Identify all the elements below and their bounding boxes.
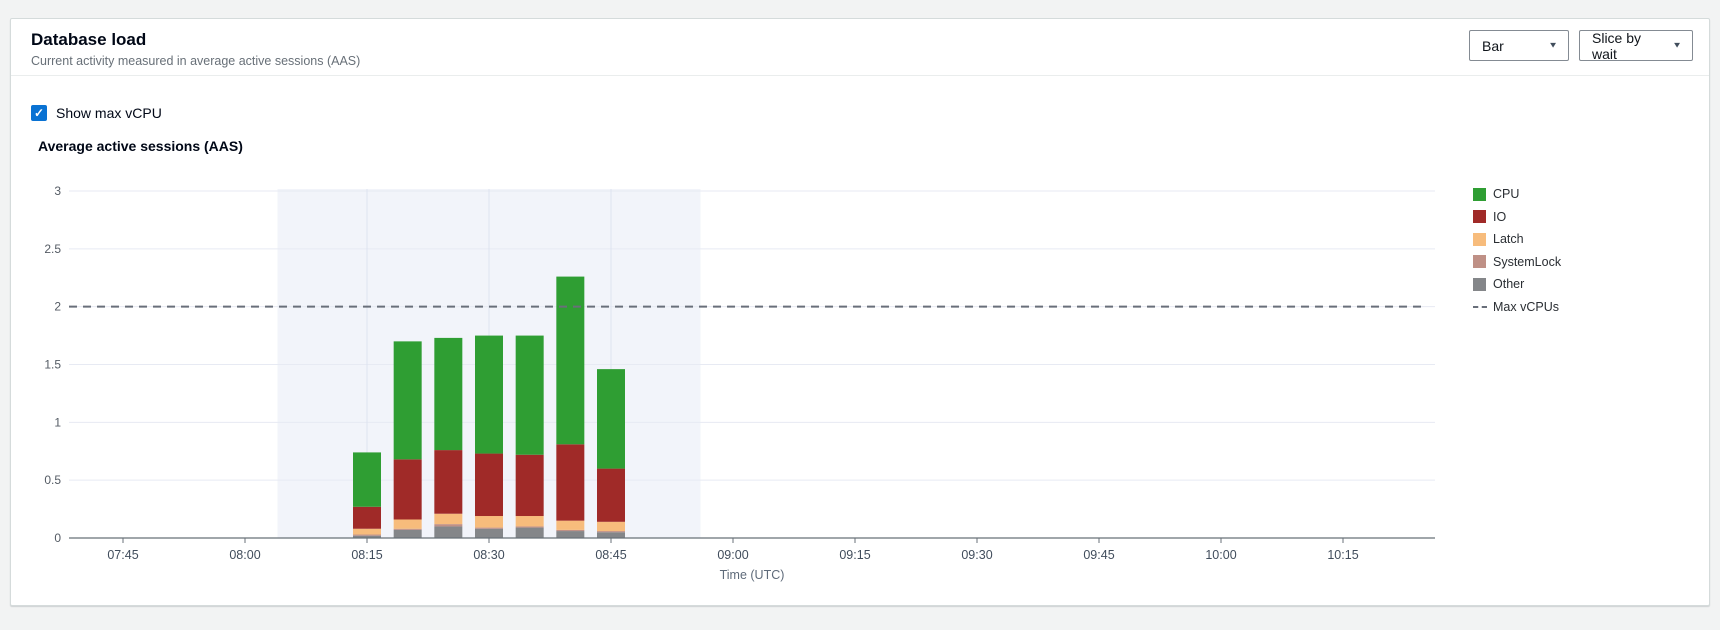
y-tick-label: 0	[54, 531, 61, 545]
legend-item-max-vcpus-label: Max vCPUs	[1493, 299, 1559, 314]
panel-title: Database load	[31, 30, 147, 49]
bar-segment-latch-08:15[interactable]	[353, 528, 381, 535]
y-tick-label: 2	[54, 300, 61, 314]
legend-swatch-icon	[1473, 277, 1486, 291]
dashed-line-icon	[1473, 305, 1487, 308]
aas-stacked-bar-chart: 0 0.5 1 1.5 2 2.5 3 07:45 08:00 08:15 08:30 08:45 09…	[44, 184, 1435, 582]
bar-segment-other-08:30[interactable]	[475, 528, 503, 538]
x-tick-label: 08:00	[229, 548, 260, 562]
bar-segment-cpu-08:45[interactable]	[597, 369, 625, 469]
y-tick-label: 2.5	[44, 242, 61, 256]
legend-item-latch: Latch	[1473, 232, 1561, 246]
bar-segment-other-08:35[interactable]	[515, 527, 544, 538]
bar-segment-latch-08:35[interactable]	[515, 516, 544, 527]
x-tick-label: 08:30	[473, 548, 504, 562]
x-tick-label: 10:15	[1327, 548, 1358, 562]
x-tick-label: 08:45	[595, 548, 626, 562]
legend-item-other: Other	[1473, 277, 1561, 291]
chevron-down-icon: ▼	[1672, 41, 1682, 50]
y-tick-label: 3	[54, 184, 61, 198]
bar-segment-cpu-08:25[interactable]	[434, 337, 463, 451]
chart-type-value: Bar	[1482, 37, 1504, 54]
show-max-vcpu-label: Show max vCPU	[56, 105, 162, 121]
x-tick-label: 08:15	[351, 548, 382, 562]
legend-item-io-label: IO	[1493, 209, 1507, 224]
chart-title: Average active sessions (AAS)	[38, 138, 243, 154]
x-tick-label: 09:15	[839, 548, 870, 562]
y-tick-label: 1	[54, 415, 61, 429]
legend-item-io: IO	[1473, 210, 1561, 224]
bar-segment-io-08:15[interactable]	[353, 506, 381, 529]
legend-item-cpu: CPU	[1473, 187, 1561, 201]
legend-item-systemlock-label: SystemLock	[1493, 254, 1562, 269]
bar-segment-systemlock-08:20[interactable]	[393, 528, 422, 530]
legend-item-latch-label: Latch	[1493, 232, 1524, 246]
legend-item-other-label: Other	[1493, 277, 1525, 291]
bar-segment-io-08:30[interactable]	[475, 453, 503, 517]
bar-segment-cpu-08:40[interactable]	[556, 276, 585, 445]
bar-segment-cpu-08:20[interactable]	[393, 341, 422, 460]
panel-header: Database load Current activity measured …	[11, 19, 1709, 76]
legend-swatch-icon	[1473, 187, 1486, 201]
bar-segment-other-08:20[interactable]	[393, 529, 422, 538]
chart-type-select[interactable]: Bar ▼	[1469, 30, 1569, 61]
header-controls: Bar ▼ Slice by wait ▼	[1469, 29, 1693, 62]
slice-by-value: Slice by wait	[1592, 29, 1642, 62]
bar-segment-latch-08:30[interactable]	[475, 516, 503, 528]
legend-item-max-vcpus: Max vCPUs	[1473, 300, 1561, 314]
bar-segment-other-08:15[interactable]	[353, 535, 381, 538]
bar-segment-io-08:25[interactable]	[434, 450, 463, 514]
bar-segment-systemlock-08:45[interactable]	[597, 531, 625, 533]
bar-segment-systemlock-08:40[interactable]	[556, 529, 585, 532]
y-tick-label: 0.5	[44, 473, 61, 487]
legend-item-systemlock: SystemLock	[1473, 255, 1561, 269]
bar-segment-latch-08:40[interactable]	[556, 520, 585, 530]
x-tick-label: 09:00	[717, 548, 748, 562]
bar-segment-latch-08:25[interactable]	[434, 513, 463, 525]
bar-segment-io-08:45[interactable]	[597, 468, 625, 522]
x-tick-label: 07:45	[107, 548, 138, 562]
chevron-down-icon: ▼	[1548, 41, 1558, 50]
legend-swatch-icon	[1473, 232, 1486, 246]
bar-segment-systemlock-08:30[interactable]	[475, 527, 503, 529]
legend-swatch-icon	[1473, 255, 1486, 268]
bar-segment-io-08:35[interactable]	[515, 454, 544, 517]
bar-segment-systemlock-08:35[interactable]	[515, 526, 544, 528]
database-load-panel: Database load Current activity measured …	[10, 18, 1710, 606]
x-tick-label: 10:00	[1205, 548, 1236, 562]
bar-segment-other-08:40[interactable]	[556, 531, 585, 538]
x-tick-label: 09:45	[1083, 548, 1114, 562]
bar-segment-other-08:45[interactable]	[597, 532, 625, 538]
bar-segment-io-08:40[interactable]	[556, 444, 585, 521]
x-axis-title: Time (UTC)	[720, 568, 785, 582]
bar-segment-systemlock-08:15[interactable]	[353, 534, 381, 536]
bar-segment-io-08:20[interactable]	[393, 459, 422, 520]
chart-legend: CPU IO Latch SystemLock Other Max vCPUs	[1473, 187, 1561, 314]
legend-item-cpu-label: CPU	[1493, 187, 1520, 201]
bar-segment-cpu-08:35[interactable]	[515, 335, 544, 455]
bar-segment-systemlock-08:25[interactable]	[434, 524, 463, 527]
bar-segment-other-08:25[interactable]	[434, 526, 463, 538]
legend-swatch-icon	[1473, 210, 1486, 223]
bar-segment-latch-08:20[interactable]	[393, 519, 422, 529]
bar-segment-latch-08:45[interactable]	[597, 521, 625, 532]
slice-by-select[interactable]: Slice by wait ▼	[1579, 29, 1693, 62]
show-max-vcpu-row: ✓ Show max vCPU	[31, 105, 162, 121]
chart-area: 0 0.5 1 1.5 2 2.5 3 07:45 08:00 08:15 08:30 08:45 09…	[31, 161, 1481, 606]
x-tick-label: 09:30	[961, 548, 992, 562]
bar-segment-cpu-08:30[interactable]	[475, 335, 503, 454]
y-tick-label: 1.5	[44, 358, 61, 372]
show-max-vcpu-checkbox[interactable]: ✓	[31, 105, 47, 121]
bar-segment-cpu-08:15[interactable]	[353, 452, 381, 507]
panel-subtitle: Current activity measured in average act…	[31, 54, 361, 68]
